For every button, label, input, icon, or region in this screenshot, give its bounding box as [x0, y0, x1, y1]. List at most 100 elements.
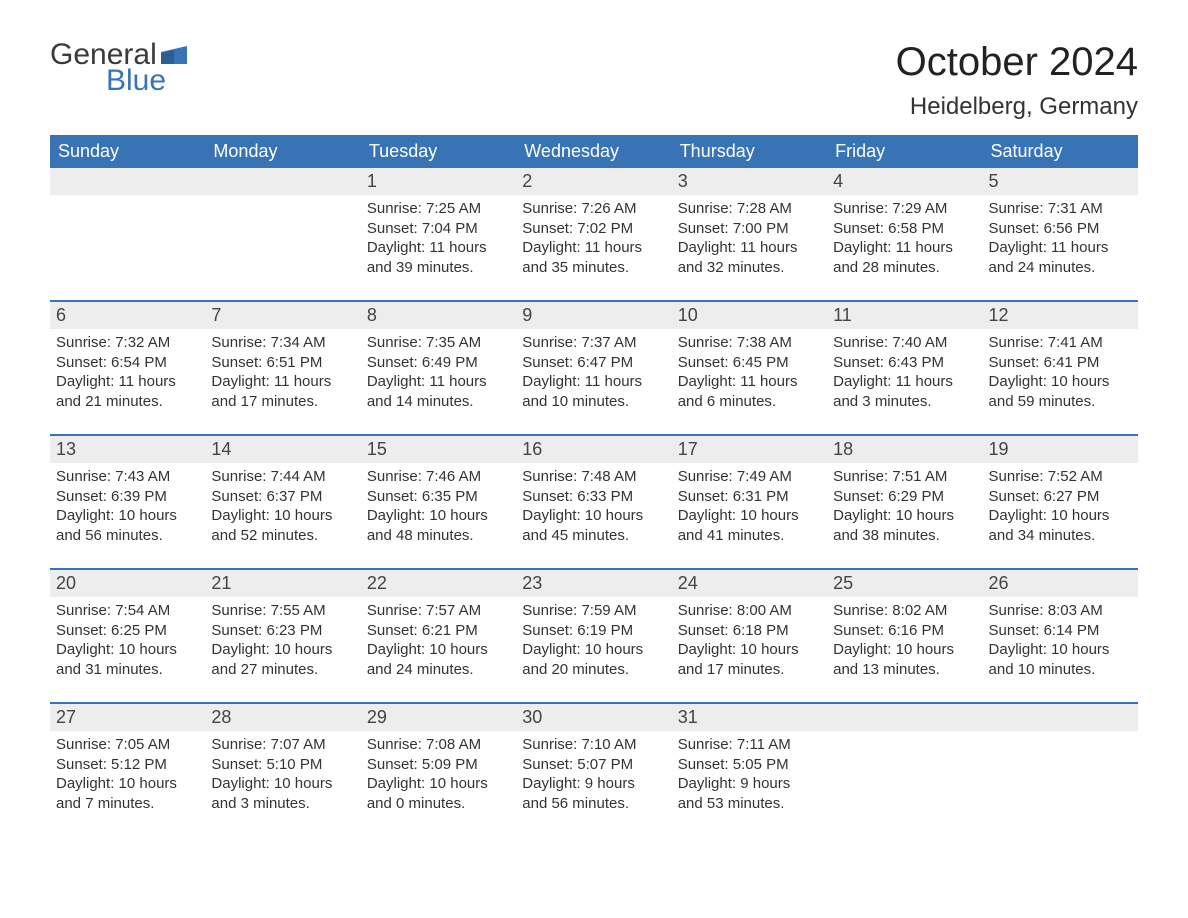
daylight-line2: and 32 minutes.: [678, 258, 821, 278]
day-content: Sunrise: 7:52 AMSunset: 6:27 PMDaylight:…: [983, 463, 1138, 545]
weekday-header: Tuesday: [361, 135, 516, 168]
day-number-row: 19: [983, 436, 1138, 463]
calendar-day: 15Sunrise: 7:46 AMSunset: 6:35 PMDayligh…: [361, 436, 516, 554]
calendar-day: 19Sunrise: 7:52 AMSunset: 6:27 PMDayligh…: [983, 436, 1138, 554]
day-number: 29: [367, 707, 387, 727]
sunrise-line: Sunrise: 7:43 AM: [56, 467, 199, 487]
daylight-line2: and 52 minutes.: [211, 526, 354, 546]
calendar: Sunday Monday Tuesday Wednesday Thursday…: [50, 135, 1138, 822]
calendar-day: 27Sunrise: 7:05 AMSunset: 5:12 PMDayligh…: [50, 704, 205, 822]
day-number: 9: [522, 305, 532, 325]
calendar-day: 10 Sunrise: 7:38 AMSunset: 6:45 PMDayligh…: [672, 302, 827, 420]
daylight-line2: and 48 minutes.: [367, 526, 510, 546]
day-content: Sunrise: 7:51 AMSunset: 6:29 PMDaylight:…: [827, 463, 982, 545]
day-content: Sunrise: 7:34 AMSunset: 6:51 PMDaylight:…: [205, 329, 360, 411]
day-content: Sunrise: 7:31 AMSunset: 6:56 PMDaylight:…: [983, 195, 1138, 277]
day-number: 5: [989, 171, 999, 191]
sunrise-line: Sunrise: 7:29 AM: [833, 199, 976, 219]
day-number: 20: [56, 573, 76, 593]
sunset-line: Sunset: 5:09 PM: [367, 755, 510, 775]
daylight-line2: and 38 minutes.: [833, 526, 976, 546]
day-number-row: 11: [827, 302, 982, 329]
calendar-day: 23Sunrise: 7:59 AMSunset: 6:19 PMDayligh…: [516, 570, 671, 688]
daylight-line1: Daylight: 10 hours: [989, 372, 1132, 392]
day-number: 21: [211, 573, 231, 593]
daylight-line2: and 24 minutes.: [367, 660, 510, 680]
day-content: Sunrise: 7:59 AMSunset: 6:19 PMDaylight:…: [516, 597, 671, 679]
calendar-day: 12Sunrise: 7:41 AMSunset: 6:41 PMDayligh…: [983, 302, 1138, 420]
sunrise-line: Sunrise: 7:44 AM: [211, 467, 354, 487]
weekday-header-row: Sunday Monday Tuesday Wednesday Thursday…: [50, 135, 1138, 168]
daylight-line2: and 56 minutes.: [56, 526, 199, 546]
daylight-line1: Daylight: 11 hours: [211, 372, 354, 392]
day-number-row: 12: [983, 302, 1138, 329]
day-number-row: 24: [672, 570, 827, 597]
sunrise-line: Sunrise: 7:28 AM: [678, 199, 821, 219]
calendar-day: 17Sunrise: 7:49 AMSunset: 6:31 PMDayligh…: [672, 436, 827, 554]
daylight-line2: and 13 minutes.: [833, 660, 976, 680]
sunrise-line: Sunrise: 7:38 AM: [678, 333, 821, 353]
calendar-day: 20Sunrise: 7:54 AMSunset: 6:25 PMDayligh…: [50, 570, 205, 688]
calendar-day: 22Sunrise: 7:57 AMSunset: 6:21 PMDayligh…: [361, 570, 516, 688]
calendar-day: 24Sunrise: 8:00 AMSunset: 6:18 PMDayligh…: [672, 570, 827, 688]
sunset-line: Sunset: 5:05 PM: [678, 755, 821, 775]
sunset-line: Sunset: 6:33 PM: [522, 487, 665, 507]
day-content: Sunrise: 7:25 AMSunset: 7:04 PMDaylight:…: [361, 195, 516, 277]
calendar-day: 2Sunrise: 7:26 AMSunset: 7:02 PMDaylight…: [516, 168, 671, 286]
sunset-line: Sunset: 6:14 PM: [989, 621, 1132, 641]
day-content: Sunrise: 7:07 AMSunset: 5:10 PMDaylight:…: [205, 731, 360, 813]
day-number-row: 2: [516, 168, 671, 195]
day-number: 26: [989, 573, 1009, 593]
day-number-row: 18: [827, 436, 982, 463]
sunset-line: Sunset: 6:49 PM: [367, 353, 510, 373]
day-number-row: 3: [672, 168, 827, 195]
calendar-day: 9 Sunrise: 7:37 AMSunset: 6:47 PMDaylight…: [516, 302, 671, 420]
sunset-line: Sunset: 6:19 PM: [522, 621, 665, 641]
daylight-line1: Daylight: 11 hours: [833, 372, 976, 392]
sunrise-line: Sunrise: 7:48 AM: [522, 467, 665, 487]
sunset-line: Sunset: 6:54 PM: [56, 353, 199, 373]
weekday-header: Friday: [827, 135, 982, 168]
day-number-row: 1: [361, 168, 516, 195]
day-number: 10: [678, 305, 698, 325]
day-content: Sunrise: 7:38 AMSunset: 6:45 PMDaylight:…: [672, 329, 827, 411]
day-content: Sunrise: 7:57 AMSunset: 6:21 PMDaylight:…: [361, 597, 516, 679]
daylight-line1: Daylight: 10 hours: [367, 774, 510, 794]
daylight-line1: Daylight: 10 hours: [678, 506, 821, 526]
day-number: 16: [522, 439, 542, 459]
sunset-line: Sunset: 6:27 PM: [989, 487, 1132, 507]
calendar-day: 3Sunrise: 7:28 AMSunset: 7:00 PMDaylight…: [672, 168, 827, 286]
day-number: [989, 707, 994, 727]
day-number: 25: [833, 573, 853, 593]
day-number: 13: [56, 439, 76, 459]
day-number-row: 27: [50, 704, 205, 731]
sunrise-line: Sunrise: 7:25 AM: [367, 199, 510, 219]
daylight-line2: and 21 minutes.: [56, 392, 199, 412]
daylight-line2: and 10 minutes.: [989, 660, 1132, 680]
day-content: Sunrise: 7:32 AMSunset: 6:54 PMDaylight:…: [50, 329, 205, 411]
calendar-day: 4Sunrise: 7:29 AMSunset: 6:58 PMDaylight…: [827, 168, 982, 286]
day-number-row: [827, 704, 982, 731]
sunset-line: Sunset: 6:39 PM: [56, 487, 199, 507]
day-number: 6: [56, 305, 66, 325]
sunset-line: Sunset: 6:56 PM: [989, 219, 1132, 239]
day-number: 11: [833, 305, 852, 325]
calendar-day: 21Sunrise: 7:55 AMSunset: 6:23 PMDayligh…: [205, 570, 360, 688]
sunrise-line: Sunrise: 7:52 AM: [989, 467, 1132, 487]
calendar-week: 6 Sunrise: 7:32 AMSunset: 6:54 PMDaylight…: [50, 300, 1138, 420]
sunset-line: Sunset: 5:10 PM: [211, 755, 354, 775]
day-number-row: 22: [361, 570, 516, 597]
day-content: Sunrise: 7:37 AMSunset: 6:47 PMDaylight:…: [516, 329, 671, 411]
day-number-row: 31: [672, 704, 827, 731]
day-number: 27: [56, 707, 76, 727]
calendar-day: [50, 168, 205, 286]
day-content: Sunrise: 7:35 AMSunset: 6:49 PMDaylight:…: [361, 329, 516, 411]
day-number: 28: [211, 707, 231, 727]
daylight-line1: Daylight: 10 hours: [56, 774, 199, 794]
sunset-line: Sunset: 6:47 PM: [522, 353, 665, 373]
day-number: 12: [989, 305, 1009, 325]
daylight-line1: Daylight: 10 hours: [211, 506, 354, 526]
day-content: Sunrise: 8:00 AMSunset: 6:18 PMDaylight:…: [672, 597, 827, 679]
day-number: 14: [211, 439, 231, 459]
day-number-row: 16: [516, 436, 671, 463]
